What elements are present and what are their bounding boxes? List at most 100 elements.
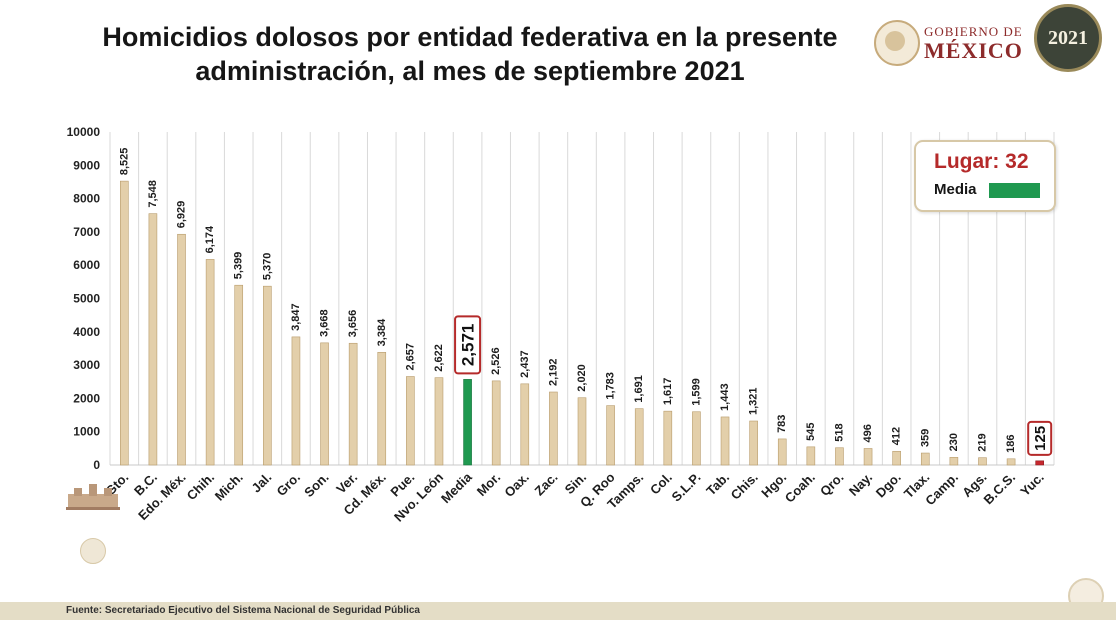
- bar: [520, 383, 530, 466]
- data-label: 3,384: [376, 318, 388, 346]
- legend-place-label: Lugar: 32: [934, 150, 1029, 173]
- data-label: 359: [919, 429, 931, 447]
- data-label: 1,691: [633, 375, 645, 403]
- badge-year: 2021: [1048, 27, 1088, 49]
- x-tick-label: Zac.: [532, 470, 561, 499]
- mexico-coat-of-arms-icon: [874, 20, 920, 66]
- seal-icon: [80, 538, 106, 564]
- x-tick-label: Chis.: [728, 470, 761, 503]
- data-label: 2,622: [433, 344, 445, 372]
- x-tick-label: Chih.: [184, 470, 218, 504]
- data-label: 545: [805, 422, 817, 440]
- data-label: 2,192: [547, 358, 559, 386]
- bar: [348, 342, 358, 466]
- data-label: 3,656: [347, 310, 359, 338]
- data-label: 8,525: [118, 148, 130, 176]
- x-tick-label: Jal.: [249, 470, 275, 496]
- data-label: 518: [833, 423, 845, 441]
- bar: [777, 438, 787, 466]
- x-tick-label: Yuc.: [1017, 470, 1047, 500]
- bar: [949, 457, 959, 466]
- x-tick-label: Media: [438, 469, 475, 506]
- data-label: 1,443: [719, 383, 731, 411]
- x-tick-label: S.L.P.: [669, 470, 704, 505]
- bar: [606, 405, 615, 466]
- legend-media-label: Media: [934, 181, 977, 198]
- y-tick-label: 5000: [73, 292, 100, 306]
- data-label: 186: [1005, 434, 1017, 452]
- palacio-nacional-icon: [66, 484, 120, 510]
- bar: [692, 411, 701, 466]
- x-tick-label: Tab.: [703, 470, 732, 499]
- y-tick-label: 6000: [73, 258, 100, 272]
- chart-legend: Lugar: 32 Media: [914, 140, 1056, 212]
- highlighted-value-label: 2,571: [454, 315, 482, 375]
- bar: [234, 284, 244, 466]
- data-label: 2,437: [519, 350, 531, 378]
- chart-title: Homicidios dolosos por entidad federativ…: [102, 22, 838, 86]
- highlight-box: [454, 315, 482, 375]
- data-label: 1,321: [748, 387, 760, 415]
- bar: [148, 213, 158, 466]
- bar: [978, 457, 987, 466]
- data-label: 230: [948, 433, 960, 451]
- bar: [1006, 458, 1016, 466]
- x-tick-label: Mich.: [212, 470, 246, 504]
- data-label: 219: [976, 433, 988, 451]
- bar: [434, 377, 444, 466]
- bar: [892, 450, 901, 466]
- data-label: 1,617: [662, 378, 674, 406]
- data-label: 6,174: [204, 225, 216, 253]
- bar: [491, 380, 501, 466]
- bar: [720, 416, 730, 466]
- data-label: 5,399: [233, 252, 245, 280]
- data-label: 6,929: [176, 201, 188, 229]
- bar: [749, 420, 758, 466]
- bar: [634, 408, 644, 466]
- gobierno-de-mexico-logo: GOBIERNO DE MÉXICO 2021: [874, 4, 1114, 82]
- x-tick-label: Qro.: [817, 470, 847, 500]
- data-label: 2,657: [404, 343, 416, 371]
- source-note: Fuente: Secretariado Ejecutivo del Siste…: [66, 605, 420, 616]
- y-tick-label: 3000: [73, 358, 100, 372]
- bar: [863, 448, 873, 466]
- bar: [177, 233, 186, 466]
- x-tick-label: B.C.S.: [981, 470, 1019, 508]
- footer-bar: Fuente: Secretariado Ejecutivo del Siste…: [0, 602, 1116, 620]
- y-tick-label: 10000: [67, 125, 101, 139]
- bar: [663, 410, 673, 466]
- bar: [1035, 460, 1044, 466]
- data-label: 1,783: [605, 372, 617, 400]
- data-label: 2,571: [459, 324, 478, 367]
- bar: [920, 452, 930, 466]
- x-tick-label: Mor.: [474, 470, 504, 500]
- y-tick-label: 8000: [73, 192, 100, 206]
- year-2021-badge-icon: 2021: [1034, 4, 1102, 72]
- data-label: 1,599: [690, 378, 702, 406]
- bar: [320, 342, 329, 466]
- x-tick-label: Oax.: [501, 470, 532, 501]
- bar: [377, 352, 387, 466]
- y-tick-label: 0: [93, 458, 100, 472]
- data-label: 125: [1032, 426, 1049, 451]
- data-label: 2,020: [576, 364, 588, 392]
- highlighted-value-label: 125: [1027, 420, 1053, 456]
- bar: [263, 285, 272, 466]
- data-label: 5,370: [261, 253, 273, 281]
- bar: [120, 180, 129, 466]
- bar: [291, 336, 301, 466]
- y-tick-label: 1000: [73, 425, 100, 439]
- x-tick-label: Coah.: [782, 470, 818, 506]
- y-tick-label: 7000: [73, 225, 100, 239]
- bar: [835, 447, 844, 466]
- legend-media-swatch: [989, 183, 1040, 198]
- x-tick-label: Gro.: [274, 470, 304, 500]
- x-tick-label: Dgo.: [873, 470, 904, 501]
- bar: [463, 379, 472, 466]
- y-tick-label: 9000: [73, 158, 100, 172]
- data-label: 496: [862, 424, 874, 442]
- x-tick-label: Son.: [301, 470, 332, 501]
- gov-logo-line2: MÉXICO: [924, 38, 1023, 63]
- data-label: 3,847: [290, 303, 302, 331]
